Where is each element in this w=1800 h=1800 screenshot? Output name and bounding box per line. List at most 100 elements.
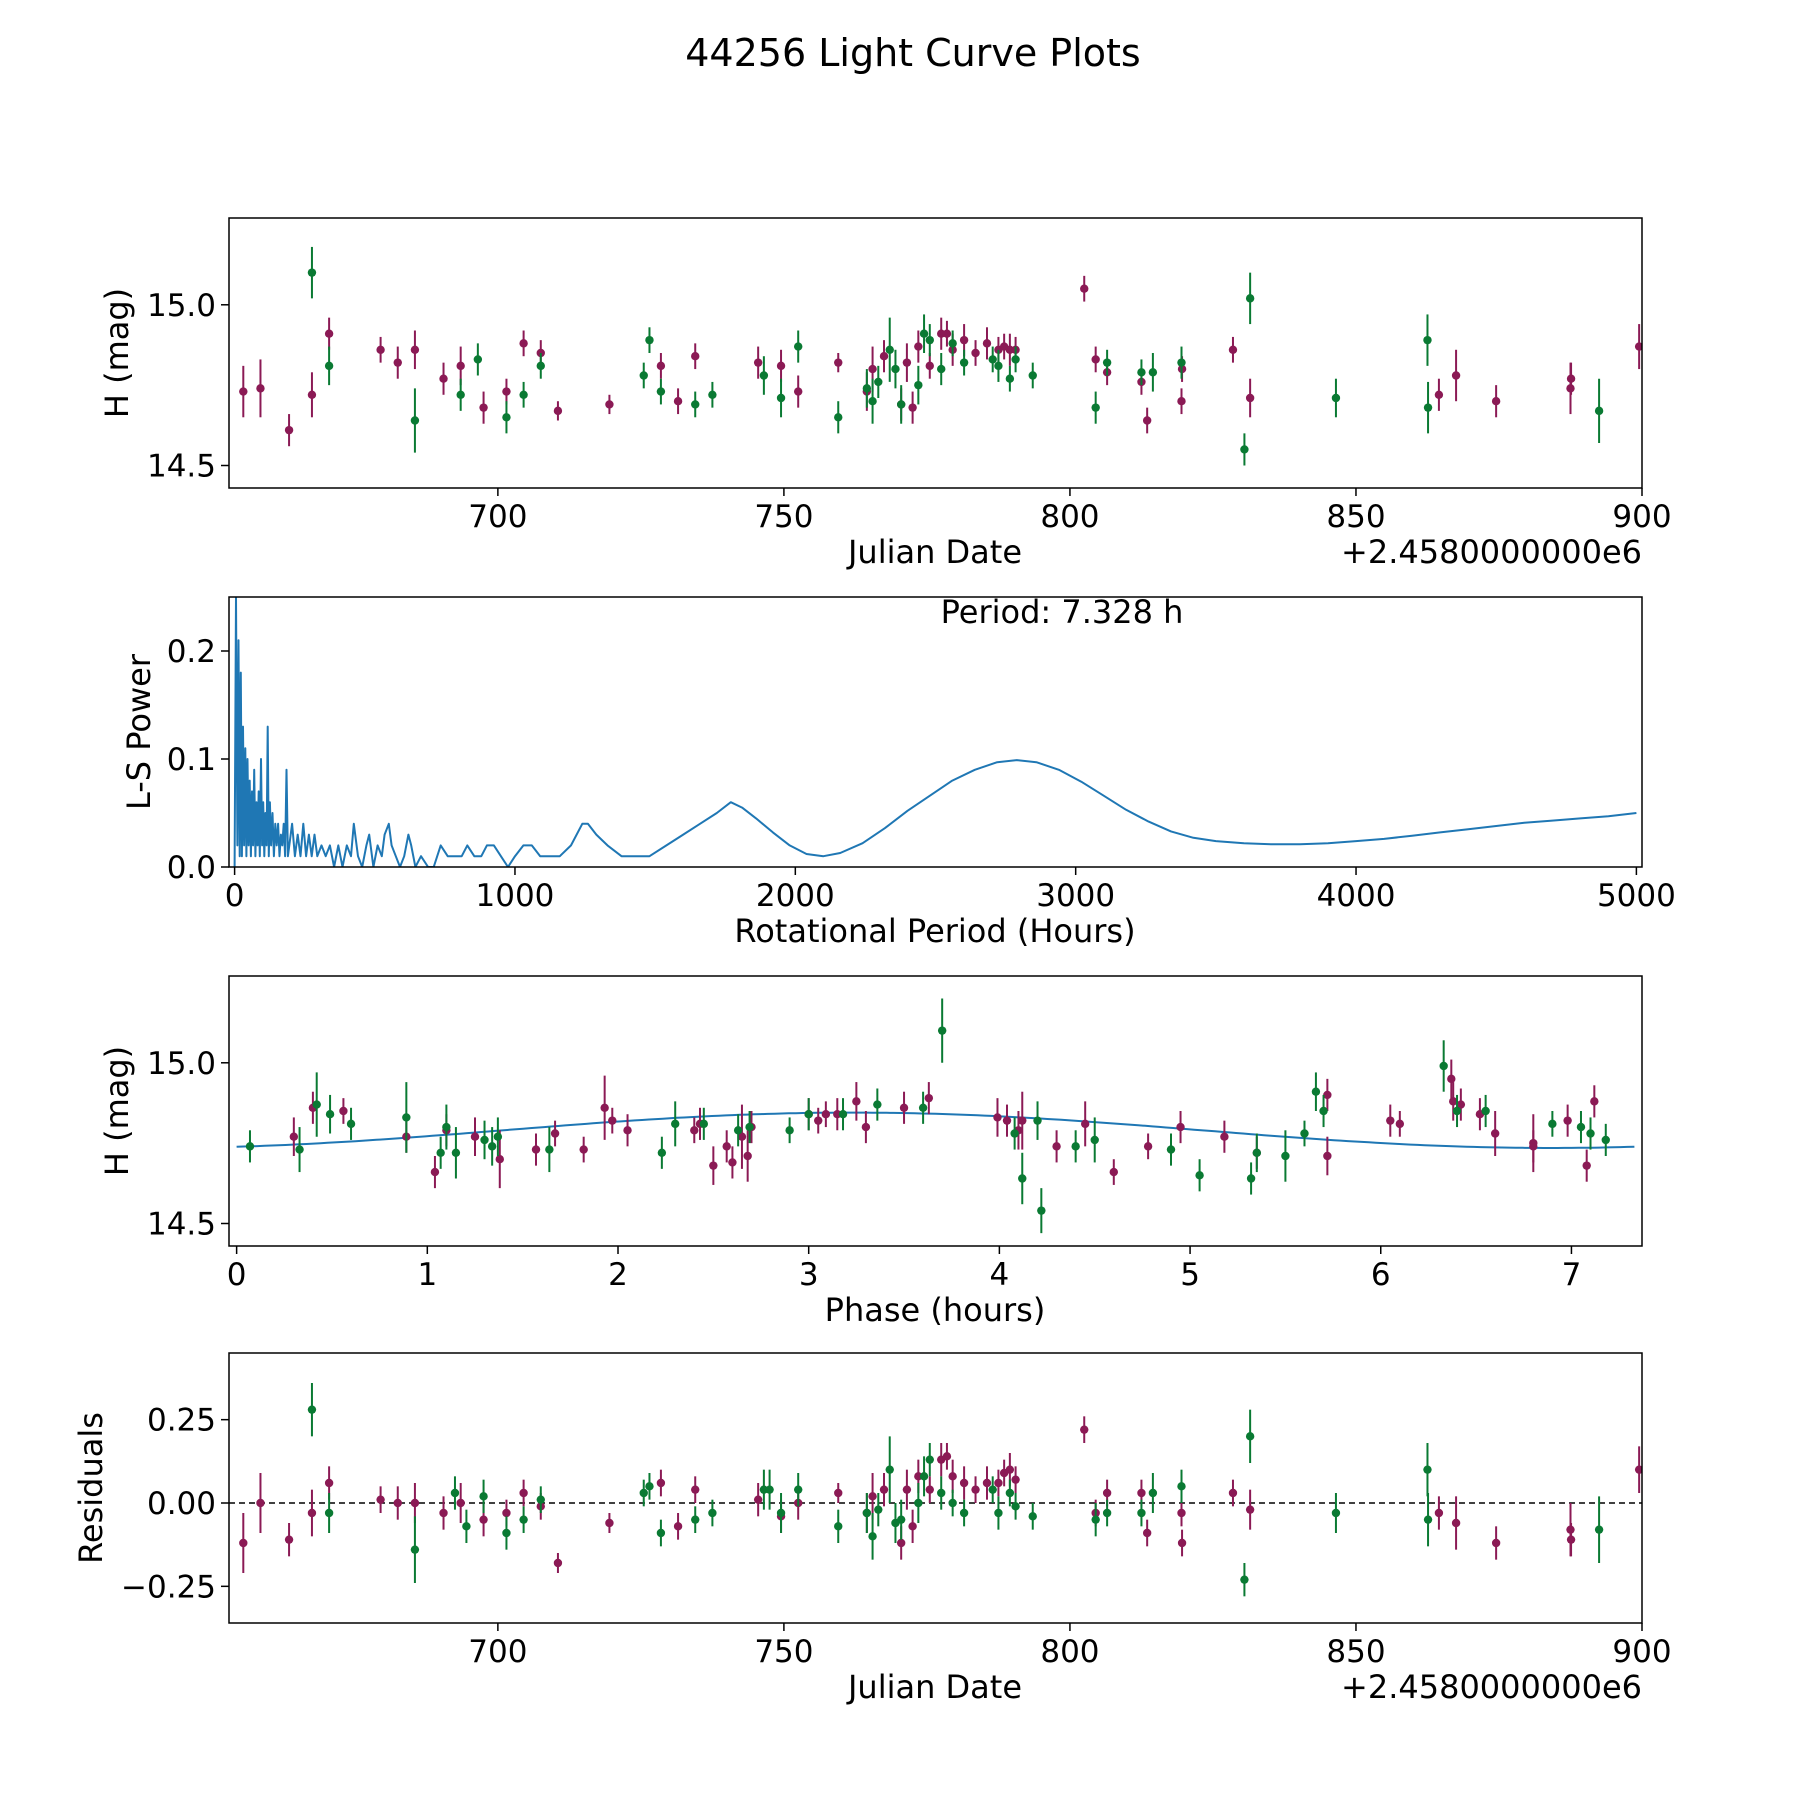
lightcurve-data-point (1423, 403, 1433, 412)
lightcurve-y-label: H (mag) (98, 288, 136, 418)
lightcurve-data-point (1028, 371, 1037, 380)
phased-data-point (339, 1106, 348, 1116)
residuals-data-point (410, 1545, 420, 1554)
lightcurve-ticks: 700 750 800 850 900 14.5 15.0 (147, 288, 1672, 535)
phased-data-point (873, 1100, 882, 1109)
residuals-data-point (982, 1478, 992, 1488)
phased-data-point (480, 1135, 489, 1145)
residuals-data-point (553, 1558, 563, 1568)
phased-data-point (924, 1093, 934, 1103)
phased-x-tick-label: 1 (417, 1257, 437, 1293)
phased-data-point (1052, 1142, 1061, 1151)
phased-data-point (1176, 1122, 1185, 1132)
phased-data-point (470, 1132, 480, 1141)
residuals-data-point (862, 1508, 872, 1518)
lightcurve-data-point (959, 358, 969, 367)
residuals-plot-area (229, 1383, 1642, 1597)
phased-x-tick-label: 3 (799, 1257, 819, 1293)
phased-data-point (600, 1103, 609, 1112)
phased-data-point (1246, 1174, 1256, 1183)
periodogram-x-tick-label: 2000 (756, 878, 835, 914)
residuals-data-point (691, 1515, 700, 1524)
lightcurve-data-point (1142, 416, 1152, 425)
residuals-data-point (879, 1485, 889, 1494)
residuals-data-point (1177, 1482, 1186, 1491)
lightcurve-data-point (914, 342, 923, 351)
residuals-x-label: Julian Date (846, 1668, 1022, 1706)
lightcurve-data-point (971, 348, 980, 358)
phased-data-point (737, 1132, 747, 1141)
lightcurve-data-point (1228, 345, 1238, 354)
phased-data-point (918, 1103, 928, 1112)
phased-data-point (493, 1132, 503, 1141)
lightcurve-data-point (502, 387, 511, 396)
residuals-data-point (1245, 1432, 1255, 1441)
phased-data-point (1490, 1129, 1500, 1138)
phased-x-tick-label: 6 (1371, 1257, 1391, 1293)
residuals-data-point (765, 1485, 774, 1494)
residuals-data-point (1080, 1425, 1089, 1434)
phased-data-point (722, 1142, 731, 1151)
phased-data-point (451, 1148, 461, 1157)
lightcurve-y-tick-label: 15.0 (147, 288, 216, 324)
residuals-data-point (794, 1485, 803, 1494)
residuals-data-point (1028, 1512, 1037, 1521)
lightcurve-data-point (925, 335, 934, 345)
residuals-data-point (284, 1535, 294, 1544)
phased-data-point (1220, 1132, 1229, 1141)
residuals-data-point (1245, 1505, 1255, 1514)
residuals-data-point (1634, 1465, 1642, 1474)
lightcurve-data-point (1245, 393, 1255, 403)
residuals-data-point (1331, 1508, 1341, 1518)
lightcurve-data-point (1080, 284, 1089, 293)
periodogram-annotation: Period: 7.328 h (941, 593, 1184, 631)
residuals-data-point (834, 1488, 843, 1498)
lightcurve-data-point (834, 358, 843, 367)
residuals-data-point (239, 1538, 248, 1548)
phased-panel: 0 1 2 3 4 5 6 7 14.5 15.0 Phase (hours) H (mag) (98, 975, 1643, 1329)
lightcurve-data-point (1451, 371, 1461, 380)
phased-data-point (1033, 1116, 1042, 1125)
lightcurve-x-tick-label: 800 (1040, 499, 1099, 535)
phased-data-point (690, 1126, 699, 1135)
phased-data-point (623, 1126, 632, 1135)
periodogram-y-label: L-S Power (120, 653, 158, 810)
lightcurve-data-point (896, 400, 906, 409)
phased-data-point (1439, 1061, 1448, 1071)
phased-data-point (545, 1145, 554, 1154)
phased-data-point (861, 1122, 871, 1132)
residuals-data-point (1566, 1535, 1576, 1544)
residuals-data-point (1102, 1488, 1112, 1498)
residuals-data-point (462, 1522, 471, 1531)
phased-data-point (1323, 1090, 1332, 1100)
phased-data-point (1323, 1151, 1332, 1161)
periodogram-x-tick-label: 3000 (1036, 878, 1115, 914)
residuals-y-tick-label: −0.25 (121, 1569, 216, 1605)
residuals-data-point (1423, 1515, 1433, 1524)
phased-data-point (1018, 1174, 1027, 1183)
lightcurve-data-point (439, 374, 448, 383)
residuals-data-point (1451, 1518, 1461, 1528)
residuals-data-point (1091, 1515, 1100, 1524)
periodogram-plot-area (233, 597, 1637, 867)
lightcurve-data-point (656, 361, 666, 371)
phased-data-point (657, 1148, 667, 1157)
lightcurve-data-point (868, 364, 877, 374)
phased-data-point (745, 1122, 754, 1132)
residuals-data-point (479, 1492, 488, 1501)
phased-data-point (1195, 1171, 1204, 1180)
lightcurve-data-point (1566, 374, 1576, 383)
lightcurve-data-point (885, 345, 894, 354)
residuals-data-point (959, 1508, 969, 1518)
lightcurve-data-point (1137, 368, 1146, 377)
phased-ticks: 0 1 2 3 4 5 6 7 14.5 15.0 (147, 1046, 1581, 1293)
lightcurve-data-point (937, 364, 946, 374)
residuals-data-point (450, 1488, 460, 1498)
lightcurve-data-point (908, 403, 917, 412)
residuals-data-point (834, 1522, 843, 1531)
lightcurve-data-point (1177, 397, 1186, 406)
phased-data-point (325, 1110, 335, 1119)
lightcurve-data-point (376, 345, 385, 354)
phased-y-tick-label: 15.0 (147, 1046, 216, 1082)
phased-data-point (1529, 1138, 1538, 1148)
